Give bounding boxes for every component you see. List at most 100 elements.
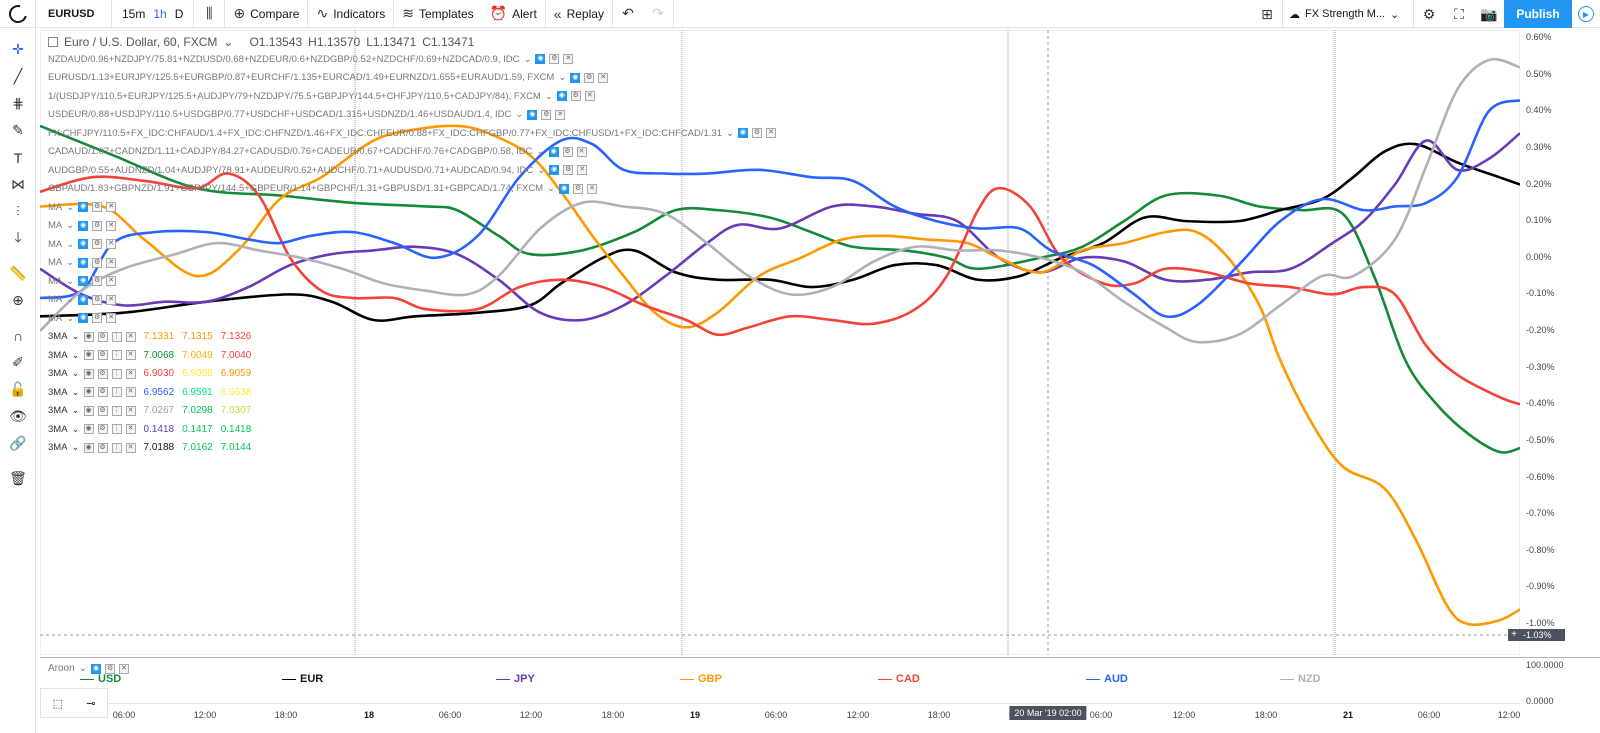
close-icon[interactable]: ✕	[106, 257, 117, 268]
eye-icon[interactable]: ◉	[83, 350, 94, 361]
three-ma-legend-row[interactable]: 3MA ⌄ ◉ ⚙ ⋮ ✕ 6.9562 6.9591 6.9638	[48, 383, 948, 402]
chart-style-button[interactable]: ⫼	[194, 0, 224, 28]
settings-icon[interactable]: ⚙	[541, 109, 552, 120]
close-icon[interactable]: ✕	[125, 405, 136, 416]
more-icon[interactable]: ⋮	[111, 405, 122, 416]
template-selector[interactable]: ☁ FX Strength M... ⌄	[1282, 0, 1414, 28]
eye-icon[interactable]: ◉	[78, 257, 89, 268]
formula-legend-row[interactable]: AUDGBP/0.55+AUDNZD/1.04+AUDJPY/78.91+AUD…	[48, 161, 948, 180]
timeframe-15m[interactable]: 15m	[122, 6, 146, 21]
settings-icon[interactable]: ⚙	[92, 313, 103, 324]
visibility-tool[interactable]: 👁	[0, 403, 36, 430]
formula-legend-row[interactable]: NZDAUD/0.96+NZDJPY/75.81+NZDUSD/0.68+NZD…	[48, 50, 948, 69]
settings-icon[interactable]: ⚙	[570, 91, 581, 102]
close-icon[interactable]: ✕	[106, 294, 117, 305]
settings-icon[interactable]: ⚙	[92, 220, 103, 231]
close-icon[interactable]: ✕	[125, 331, 136, 342]
ma-legend-row[interactable]: MA ⌄ ◉ ⚙ ✕	[48, 217, 948, 236]
more-icon[interactable]: ⋮	[111, 387, 122, 398]
arrow-tool[interactable]: 🡓	[0, 225, 36, 252]
compare-button[interactable]: ⊕ Compare	[225, 0, 307, 28]
close-icon[interactable]: ✕	[563, 54, 574, 65]
more-icon[interactable]: ⋮	[111, 350, 122, 361]
eye-icon[interactable]: ◉	[78, 313, 89, 324]
eye-icon[interactable]: ◉	[559, 183, 570, 194]
redo-button[interactable]: ↷	[643, 0, 673, 28]
settings-icon[interactable]: ⚙	[573, 183, 584, 194]
trendline-tool[interactable]: ╱	[0, 63, 36, 90]
settings-icon[interactable]: ⚙	[97, 331, 108, 342]
close-icon[interactable]: ✕	[106, 239, 117, 250]
price-axis[interactable]: 0.60% 0.50% 0.40% 0.30% 0.20% 0.10% 0.00% -0.10…	[1520, 30, 1600, 655]
settings-icon[interactable]: ⚙	[562, 146, 573, 157]
eye-icon[interactable]: ◉	[83, 424, 94, 435]
close-icon[interactable]: ✕	[598, 72, 609, 83]
slider-icon[interactable]: ⊸	[86, 697, 96, 710]
settings-icon[interactable]: ⚙	[97, 405, 108, 416]
eye-icon[interactable]: ◉	[78, 294, 89, 305]
eye-icon[interactable]: ◉	[83, 331, 94, 342]
three-ma-legend-row[interactable]: 3MA ⌄ ◉ ⚙ ⋮ ✕ 7.1331 7.1315 7.1326	[48, 328, 948, 347]
magnet-tool[interactable]: ∩	[0, 322, 36, 349]
settings-icon[interactable]: ⚙	[105, 663, 116, 674]
app-logo[interactable]	[0, 0, 36, 28]
fullscreen-button[interactable]: ⛶	[1444, 0, 1474, 28]
eye-icon[interactable]: ◉	[83, 368, 94, 379]
play-button[interactable]: ▶	[1572, 0, 1600, 28]
close-icon[interactable]: ✕	[587, 183, 598, 194]
series-line-eur[interactable]	[40, 142, 1520, 322]
snapshot-button[interactable]: 📷	[1474, 0, 1504, 28]
settings-icon[interactable]: ⚙	[584, 72, 595, 83]
undo-button[interactable]: ↶	[613, 0, 643, 28]
eye-icon[interactable]: ◉	[570, 72, 581, 83]
add-level-icon[interactable]: +	[1508, 629, 1520, 641]
close-icon[interactable]: ✕	[765, 128, 776, 139]
settings-icon[interactable]: ⚙	[97, 442, 108, 453]
publish-button[interactable]: Publish	[1504, 0, 1572, 28]
close-icon[interactable]: ✕	[125, 387, 136, 398]
close-icon[interactable]: ✕	[577, 165, 588, 176]
ma-legend-row[interactable]: MA ⌄ ◉ ⚙ ✕	[48, 198, 948, 217]
more-icon[interactable]: ⋮	[111, 442, 122, 453]
main-series-legend[interactable]: Euro / U.S. Dollar, 60, FXCM ⌄ O1.13543 …	[48, 34, 948, 50]
close-icon[interactable]: ✕	[119, 663, 130, 674]
lock-tool[interactable]: 🔓	[0, 376, 36, 403]
delete-tool[interactable]: 🗑	[0, 465, 36, 492]
time-axis[interactable]: 06:00 12:00 18:00 18 06:00 12:00 18:00 19 06:00 1…	[40, 703, 1520, 733]
three-ma-legend-row[interactable]: 3MA ⌄ ◉ ⚙ ⋮ ✕ 0.1418 0.1417 0.1418	[48, 420, 948, 439]
close-icon[interactable]: ✕	[555, 109, 566, 120]
formula-legend-row[interactable]: EURUSD/1.13+EURJPY/125.5+EURGBP/0.87+EUR…	[48, 69, 948, 88]
settings-button[interactable]: ⚙	[1414, 0, 1444, 28]
collapse-icon[interactable]	[48, 37, 58, 47]
close-icon[interactable]: ✕	[125, 350, 136, 361]
stay-drawing-tool[interactable]: ✐	[0, 349, 36, 376]
close-icon[interactable]: ✕	[106, 313, 117, 324]
close-icon[interactable]: ✕	[125, 442, 136, 453]
eye-icon[interactable]: ◉	[548, 146, 559, 157]
more-icon[interactable]: ⋮	[111, 331, 122, 342]
settings-icon[interactable]: ⚙	[92, 257, 103, 268]
formula-legend-row[interactable]: CADAUD/1.07+CADNZD/1.11+CADJPY/84.27+CAD…	[48, 143, 948, 162]
formula-legend-row[interactable]: FX:CHFJPY/110.5+FX_IDC:CHFAUD/1.4+FX_IDC…	[48, 124, 948, 143]
eye-icon[interactable]: ◉	[91, 663, 102, 674]
fib-tool[interactable]: ⋕	[0, 90, 36, 117]
close-icon[interactable]: ✕	[584, 91, 595, 102]
ma-legend-row[interactable]: MA ⌄ ◉ ⚙ ✕	[48, 254, 948, 273]
eye-icon[interactable]: ◉	[556, 91, 567, 102]
settings-icon[interactable]: ⚙	[97, 424, 108, 435]
templates-button[interactable]: ≋ Templates	[394, 0, 481, 28]
eye-icon[interactable]: ◉	[737, 128, 748, 139]
settings-icon[interactable]: ⚙	[92, 239, 103, 250]
ma-legend-row[interactable]: MA ⌄ ◉ ⚙ ✕	[48, 309, 948, 328]
series-line-nzd[interactable]	[40, 57, 1520, 344]
settings-icon[interactable]: ⚙	[563, 165, 574, 176]
pattern-tool[interactable]: ⋈	[0, 171, 36, 198]
close-icon[interactable]: ✕	[125, 368, 136, 379]
ma-legend-row[interactable]: MA ⌄ ◉ ⚙ ✕	[48, 235, 948, 254]
three-ma-legend-row[interactable]: 3MA ⌄ ◉ ⚙ ⋮ ✕ 7.0267 7.0298 7.0307	[48, 402, 948, 421]
close-icon[interactable]: ✕	[576, 146, 587, 157]
ma-legend-row[interactable]: MA ⌄ ◉ ⚙ ✕	[48, 291, 948, 310]
close-icon[interactable]: ✕	[106, 276, 117, 287]
ma-legend-row[interactable]: MA ⌄ ◉ ⚙ ✕	[48, 272, 948, 291]
eye-icon[interactable]: ◉	[78, 239, 89, 250]
